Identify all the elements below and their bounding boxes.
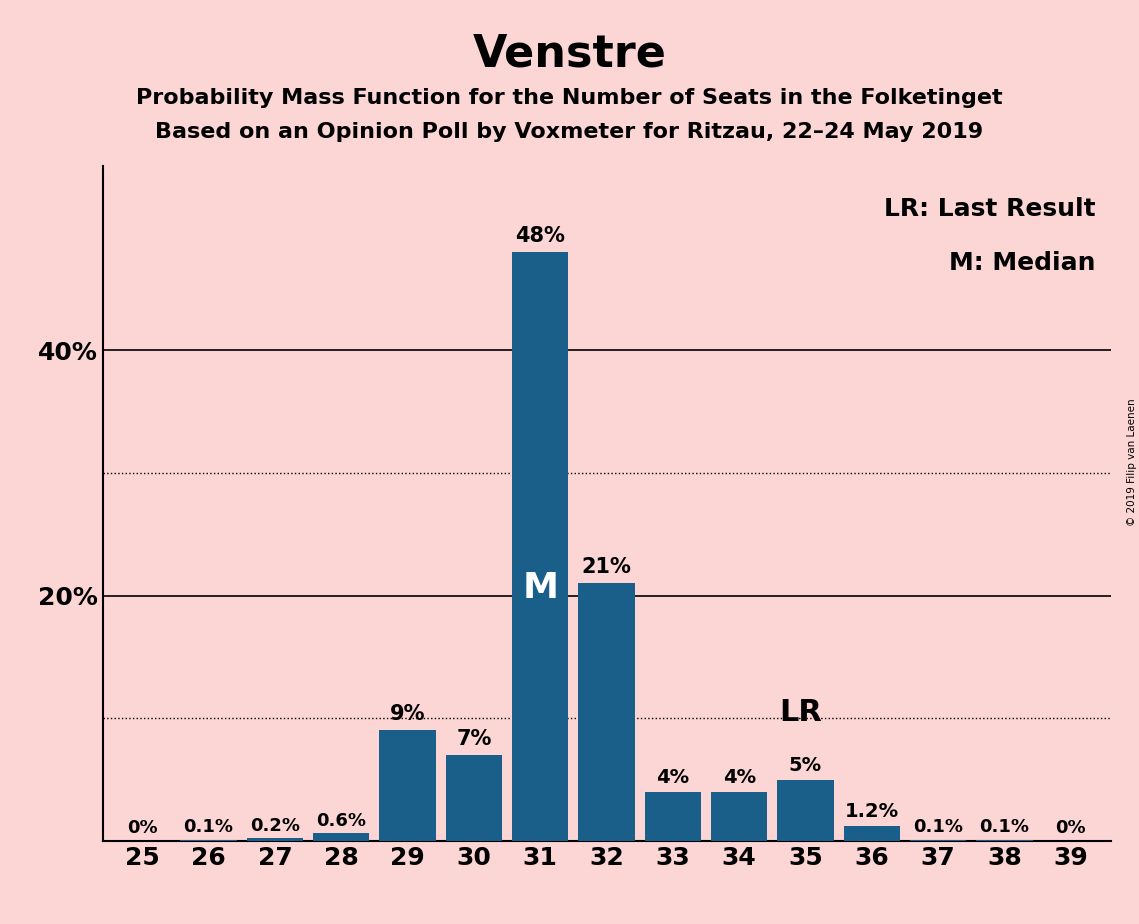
Bar — [910, 840, 966, 841]
Bar — [379, 731, 436, 841]
Text: Based on an Opinion Poll by Voxmeter for Ritzau, 22–24 May 2019: Based on an Opinion Poll by Voxmeter for… — [155, 122, 984, 142]
Text: M: Median: M: Median — [949, 250, 1096, 274]
Bar — [445, 755, 502, 841]
Text: 0.2%: 0.2% — [249, 817, 300, 834]
Text: 0.1%: 0.1% — [183, 818, 233, 836]
Text: 1.2%: 1.2% — [845, 802, 899, 821]
Text: 0%: 0% — [126, 820, 157, 837]
Text: 21%: 21% — [582, 557, 631, 578]
Text: 5%: 5% — [789, 756, 822, 774]
Text: 4%: 4% — [656, 768, 689, 787]
Text: 9%: 9% — [390, 704, 425, 724]
Text: 7%: 7% — [457, 729, 492, 748]
Bar — [976, 840, 1033, 841]
Text: 0.1%: 0.1% — [980, 818, 1030, 836]
Bar — [247, 838, 303, 841]
Text: 0.6%: 0.6% — [317, 812, 367, 830]
Text: 48%: 48% — [515, 226, 565, 246]
Text: © 2019 Filip van Laenen: © 2019 Filip van Laenen — [1126, 398, 1137, 526]
Text: 4%: 4% — [722, 768, 755, 787]
Bar — [711, 792, 768, 841]
Bar — [513, 252, 568, 841]
Text: M: M — [522, 571, 558, 604]
Bar — [313, 833, 369, 841]
Text: LR: Last Result: LR: Last Result — [884, 197, 1096, 221]
Text: Venstre: Venstre — [473, 32, 666, 76]
Bar — [645, 792, 700, 841]
Text: Probability Mass Function for the Number of Seats in the Folketinget: Probability Mass Function for the Number… — [137, 88, 1002, 108]
Text: 0.1%: 0.1% — [913, 818, 964, 836]
Bar — [777, 780, 834, 841]
Bar — [180, 840, 237, 841]
Bar — [844, 826, 900, 841]
Text: 0%: 0% — [1056, 820, 1087, 837]
Text: LR: LR — [779, 698, 822, 726]
Bar — [579, 583, 634, 841]
